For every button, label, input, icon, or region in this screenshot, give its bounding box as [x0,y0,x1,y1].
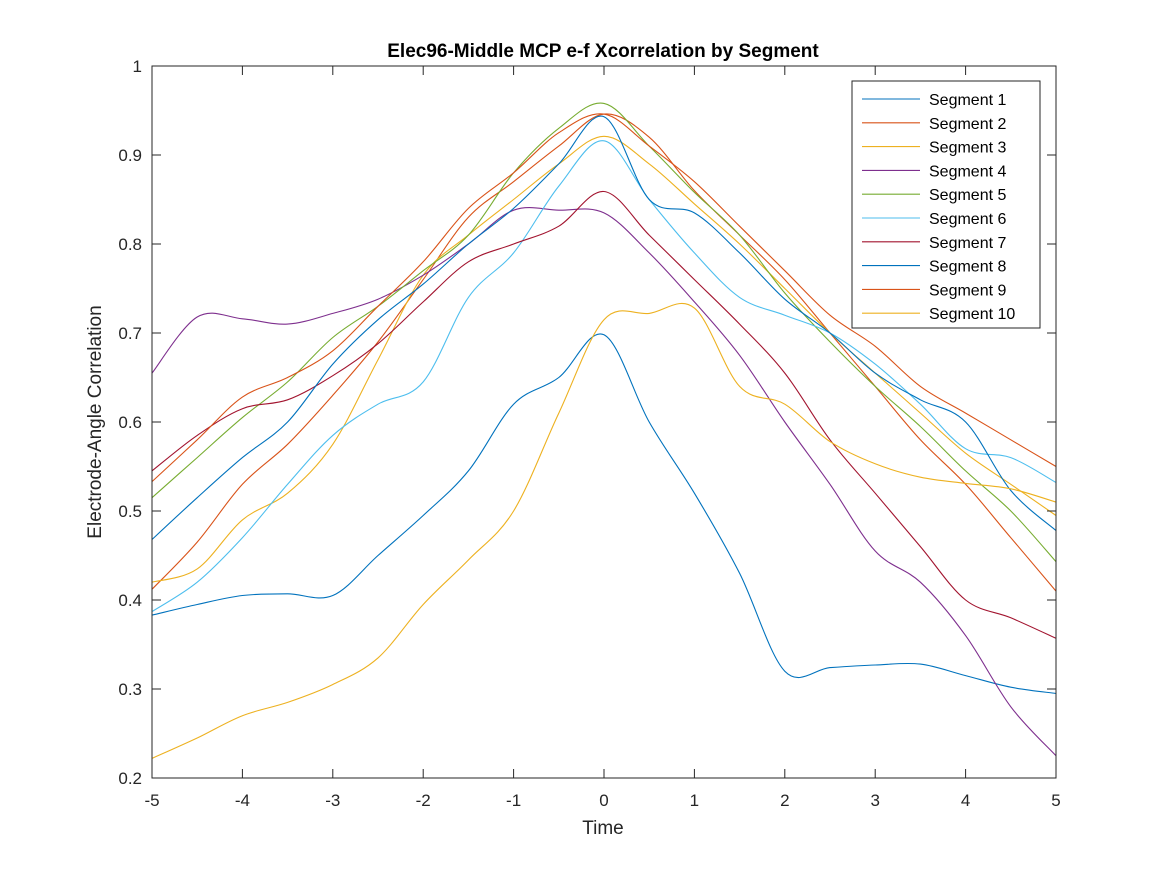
series-line-9 [151,113,1057,483]
plot-area [151,102,1057,759]
y-tick-label: 0.4 [118,591,142,610]
x-axis: -5 -4 -3 -2 -1 0 1 2 3 4 5 [144,66,1061,810]
x-tick-label: -2 [416,791,431,810]
series-line-7 [151,190,1057,639]
series-line-4 [151,207,1057,757]
series-line-1 [151,333,1057,695]
series-line-3 [151,135,1057,583]
legend-label-1: Segment 1 [929,92,1006,109]
y-axis: 0.2 0.3 0.4 0.5 0.6 0.7 0.8 0.9 1 [118,57,1056,788]
x-tick-label: 4 [961,791,970,810]
legend-box [851,80,1041,329]
y-tick-label: 1 [133,57,142,76]
x-tick-label: 1 [690,791,699,810]
series-line-8 [151,115,1057,540]
x-axis-label: Time [582,818,624,839]
legend-label-2: Segment 2 [929,116,1006,133]
series-line-5 [151,102,1057,563]
y-tick-label: 0.9 [118,146,142,165]
x-tick-label: -1 [506,791,521,810]
legend-label-4: Segment 4 [929,163,1006,180]
y-tick-label: 0.2 [118,769,142,788]
legend-label-8: Segment 8 [929,259,1006,276]
series-line-6 [151,140,1057,613]
legend-label-9: Segment 9 [929,282,1006,299]
y-tick-label: 0.5 [118,502,142,521]
x-tick-label: 2 [780,791,789,810]
chart-title: Elec96-Middle MCP e-f Xcorrelation by Se… [387,41,819,62]
x-tick-label: 5 [1051,791,1060,810]
x-tick-label: -4 [235,791,250,810]
legend-label-5: Segment 5 [929,187,1006,204]
x-tick-label: 0 [599,791,608,810]
legend-label-7: Segment 7 [929,235,1006,252]
x-tick-label: -3 [325,791,340,810]
x-tick-label: 3 [870,791,879,810]
y-tick-label: 0.6 [118,413,142,432]
x-tick-label: -5 [144,791,159,810]
legend-label-3: Segment 3 [929,140,1006,157]
legend: Segment 1 Segment 2 Segment 3 Segment 4 Segm… [851,80,1041,329]
y-tick-label: 0.7 [118,324,142,343]
y-tick-label: 0.3 [118,680,142,699]
y-axis-label: Electrode-Angle Correlation [85,305,106,538]
legend-label-6: Segment 6 [929,211,1006,228]
legend-label-10: Segment 10 [929,306,1015,323]
y-tick-label: 0.8 [118,235,142,254]
series-line-10 [151,302,1057,759]
